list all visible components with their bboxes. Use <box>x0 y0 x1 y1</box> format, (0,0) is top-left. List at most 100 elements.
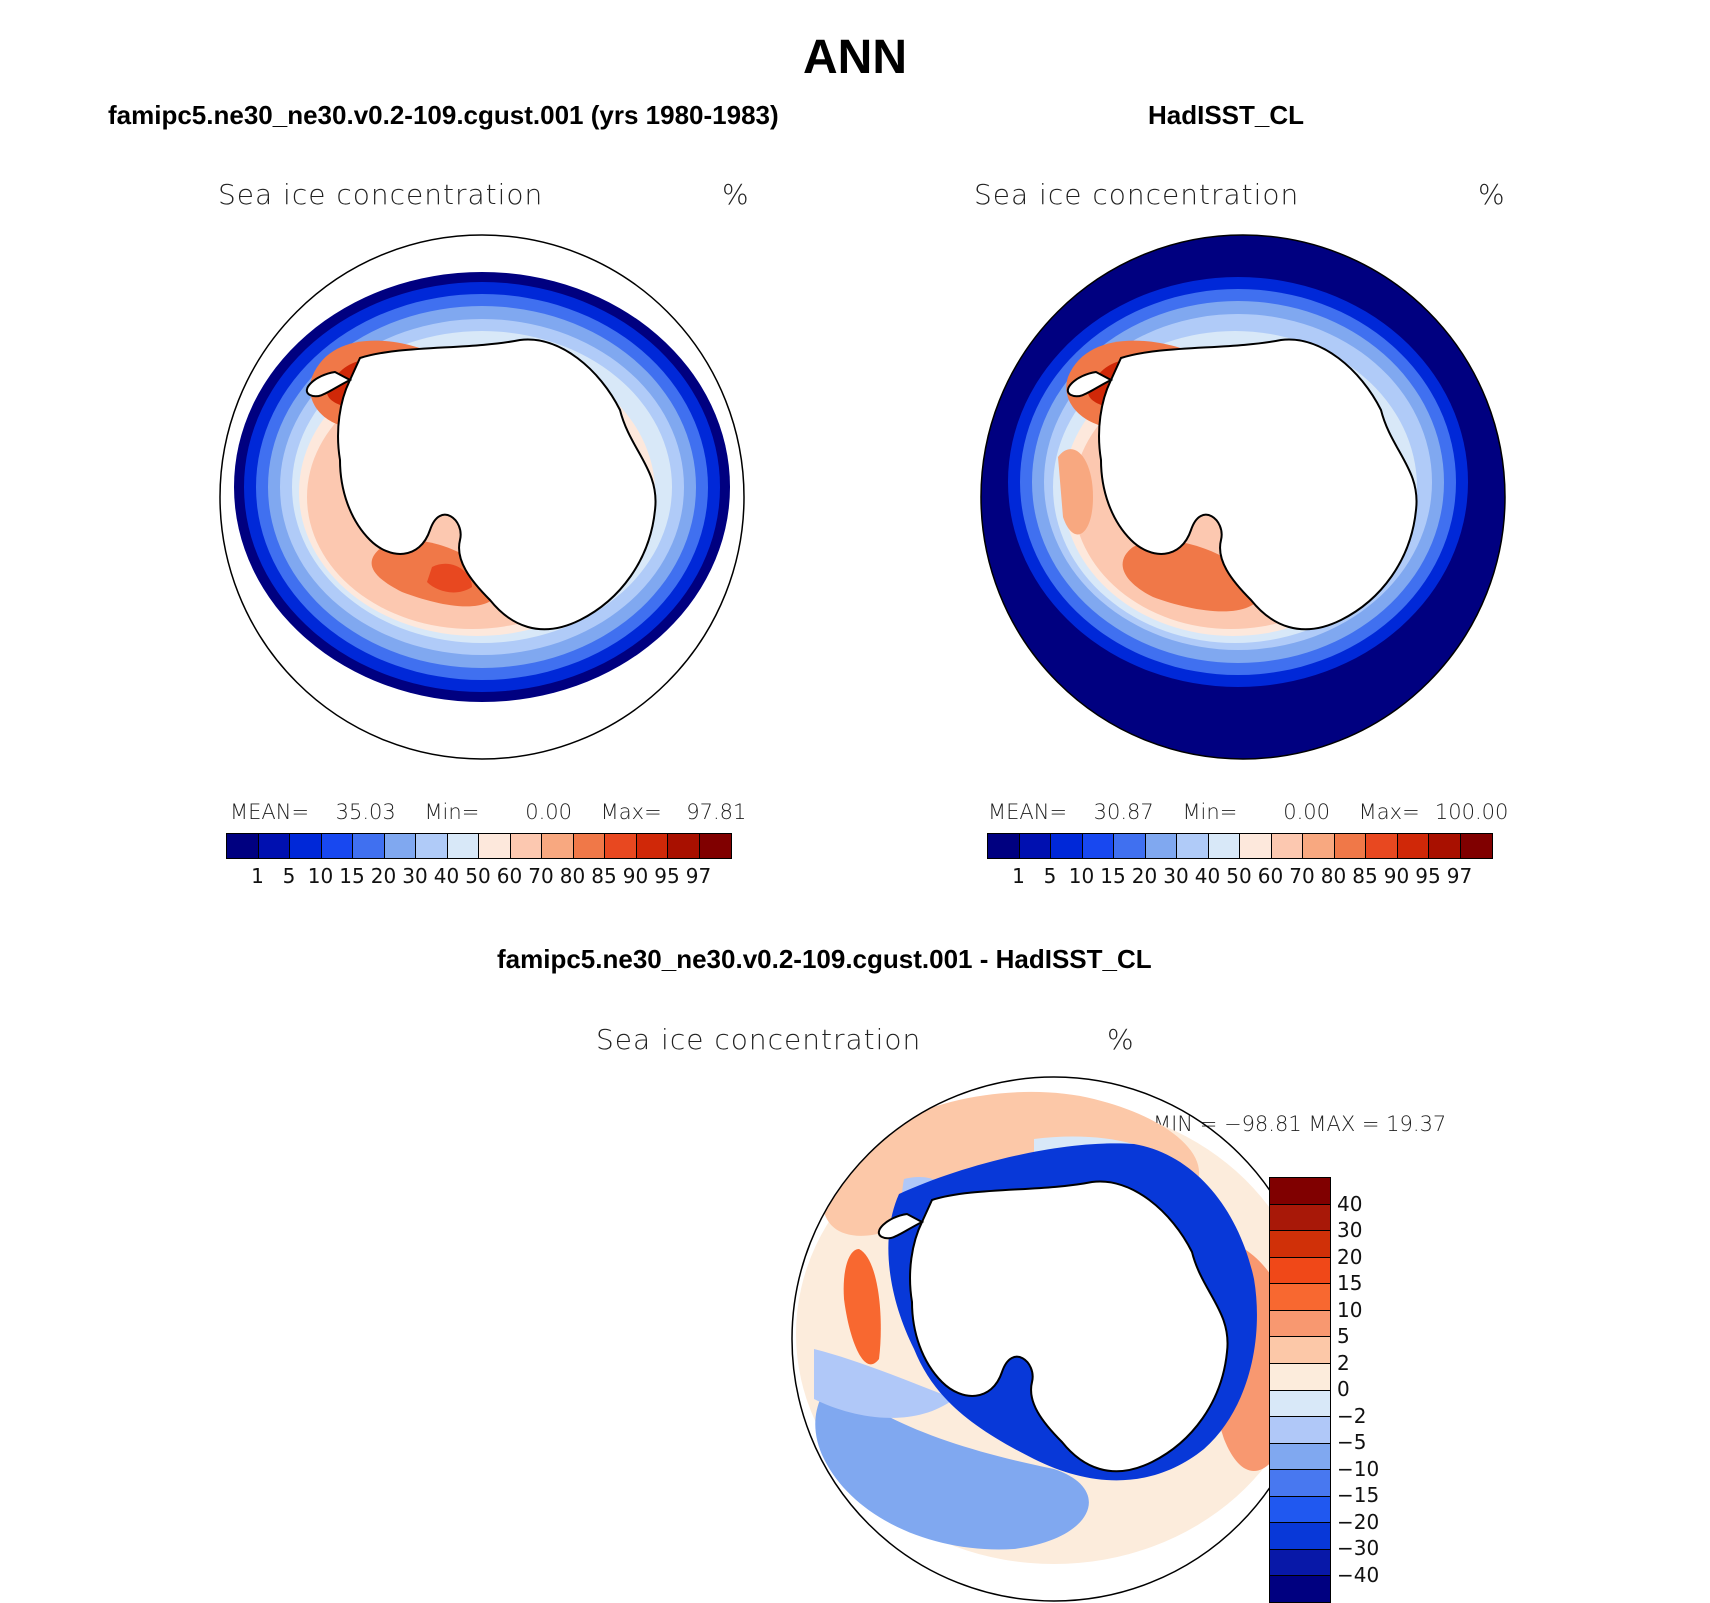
obs-band-5 <box>1053 331 1417 643</box>
diff-minmax: MIN = −98.81 MAX = 19.37 <box>1153 1112 1447 1136</box>
band-7 <box>299 348 655 636</box>
model-map-boundary <box>219 234 745 760</box>
band-5 <box>280 319 684 655</box>
colorbar-tick-label: 60 <box>496 864 523 888</box>
colorbar-tick-label: 15 <box>1100 864 1126 888</box>
colorbar-tick-label: −40 <box>1337 1562 1380 1587</box>
obs-band-6 <box>1063 348 1403 636</box>
colorbar-swatch <box>416 834 448 858</box>
right-variable-label: Sea ice concentration <box>974 178 1300 211</box>
obs-peninsula-high <box>1058 449 1093 535</box>
diff-variable-label: Sea ice concentration <box>596 1023 922 1056</box>
colorbar-tick-label: 97 <box>1446 864 1473 888</box>
band-8 <box>307 365 637 629</box>
colorbar-swatch <box>1270 1337 1330 1364</box>
diff-south-negative-light <box>814 1349 954 1418</box>
band-outer-low <box>234 272 730 702</box>
colorbar-swatch <box>573 834 605 858</box>
right-mean-label: MEAN= <box>988 800 1068 824</box>
colorbar-tick-label: −15 <box>1337 1483 1380 1507</box>
band-2 <box>244 282 720 692</box>
diff-panel-header: famipc5.ne30_ne30.v0.2-109.cgust.001 - H… <box>497 944 1152 974</box>
model-ice-band-1 <box>234 272 730 702</box>
band-3 <box>256 294 708 680</box>
band-6 <box>292 331 672 643</box>
colorbar-swatch <box>1177 834 1209 858</box>
left-mean-value: 35.03 <box>335 800 396 824</box>
colorbar-tick-label: 20 <box>370 864 397 888</box>
colorbar-swatch <box>1208 834 1240 858</box>
diff-antarctica-land <box>909 1180 1229 1473</box>
obs-band-7 <box>1073 365 1389 629</box>
model-antarctica-land <box>337 338 657 631</box>
colorbar-tick-label: 60 <box>1257 864 1284 888</box>
colorbar-swatch <box>1270 1178 1330 1205</box>
colorbar-tick-label: 80 <box>1320 864 1347 888</box>
diff-coast-negative-ring <box>888 1143 1257 1481</box>
colorbar-swatch <box>1270 1310 1330 1338</box>
left-mean-label: MEAN= <box>230 800 310 824</box>
colorbar-swatch <box>1082 834 1114 858</box>
colorbar-swatch <box>1303 834 1335 858</box>
ross-high <box>371 540 502 607</box>
colorbar-swatch <box>668 834 700 858</box>
left-variable-label: Sea ice concentration <box>218 178 544 211</box>
obs-weddell-high <box>1066 340 1209 429</box>
obs-ocean-low <box>981 235 1505 759</box>
colorbar-tick-label: −30 <box>1337 1536 1380 1560</box>
colorbar-swatch <box>1270 1257 1330 1285</box>
colorbar-tick-label: 20 <box>1337 1244 1363 1269</box>
colorbar-swatch <box>384 834 416 858</box>
colorbar-tick-label: 30 <box>402 864 428 888</box>
colorbar-tick-label: 5 <box>1043 864 1057 888</box>
colorbar-swatch <box>1019 834 1051 858</box>
left-panel-header: famipc5.ne30_ne30.v0.2-109.cgust.001 (yr… <box>108 100 779 130</box>
diff-peninsula-positive <box>843 1249 881 1365</box>
colorbar-tick-label: 5 <box>1337 1324 1350 1348</box>
left-stats: MEAN= 35.03 Min= 0.00 Max= 97.81 <box>230 800 746 824</box>
colorbar-tick-label: 20 <box>1131 864 1158 888</box>
diff-west-negative <box>902 1177 952 1237</box>
colorbar-swatch <box>1051 834 1083 858</box>
colorbar-tick-label: 1 <box>251 864 264 888</box>
obs-ross-high <box>1122 540 1263 612</box>
colorbar-swatch <box>353 834 385 858</box>
colorbar-tick-label: 1 <box>1012 864 1025 888</box>
weddell-core <box>327 359 412 409</box>
colorbar-swatch <box>636 834 668 858</box>
colorbar-tick-label: 80 <box>559 864 586 888</box>
colorbar-swatch <box>1270 1523 1330 1550</box>
colorbar-swatch <box>1271 834 1303 858</box>
colorbar-swatch <box>1270 1496 1330 1524</box>
colorbar-swatch <box>321 834 353 858</box>
colorbar-swatch <box>1270 1390 1330 1418</box>
colorbar-swatch <box>227 834 259 858</box>
right-min-value: 0.00 <box>1283 800 1330 824</box>
colorbar-tick-label: 90 <box>622 864 649 888</box>
right-min-label: Min= <box>1182 800 1238 824</box>
left-max-label: Max= <box>600 800 662 824</box>
colorbar-swatch <box>699 834 731 858</box>
colorbar-swatch <box>1270 1204 1330 1232</box>
colorbar-tick-label: −20 <box>1337 1509 1380 1534</box>
colorbar-tick-label: 5 <box>282 864 296 888</box>
right-units-label: % <box>1478 178 1505 211</box>
colorbar-swatch <box>988 834 1020 858</box>
colorbar-tick-label: 15 <box>339 864 365 888</box>
left-colorbar <box>226 833 732 859</box>
left-min-value: 0.00 <box>525 800 572 824</box>
obs-map-boundary <box>980 234 1506 760</box>
right-mean-value: 30.87 <box>1093 800 1154 824</box>
diff-north-negative-light <box>1034 1136 1204 1199</box>
colorbar-tick-label: 90 <box>1383 864 1410 888</box>
diff-map-boundary <box>791 1076 1317 1602</box>
colorbar-swatch <box>1270 1363 1330 1391</box>
obs-band-2 <box>1020 289 1456 675</box>
colorbar-swatch <box>1460 834 1492 858</box>
colorbar-tick-label: 50 <box>1226 864 1252 888</box>
colorbar-tick-label: 40 <box>1337 1191 1363 1216</box>
colorbar-tick-label: 40 <box>433 864 460 888</box>
colorbar-tick-label: 70 <box>528 864 554 888</box>
colorbar-tick-label: 10 <box>1337 1297 1363 1322</box>
colorbar-tick-label: 95 <box>654 864 680 888</box>
